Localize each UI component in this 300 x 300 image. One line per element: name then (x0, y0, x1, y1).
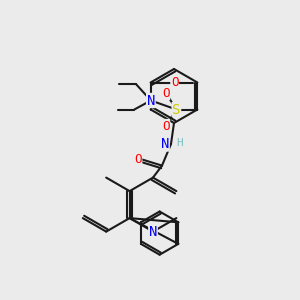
Text: H: H (176, 137, 183, 148)
Text: S: S (172, 103, 181, 116)
Text: O: O (171, 76, 178, 89)
Text: O: O (162, 119, 169, 133)
Text: N: N (161, 137, 169, 151)
Text: O: O (134, 153, 142, 166)
Text: O: O (162, 86, 169, 100)
Text: N: N (147, 94, 155, 107)
Text: N: N (149, 225, 157, 238)
